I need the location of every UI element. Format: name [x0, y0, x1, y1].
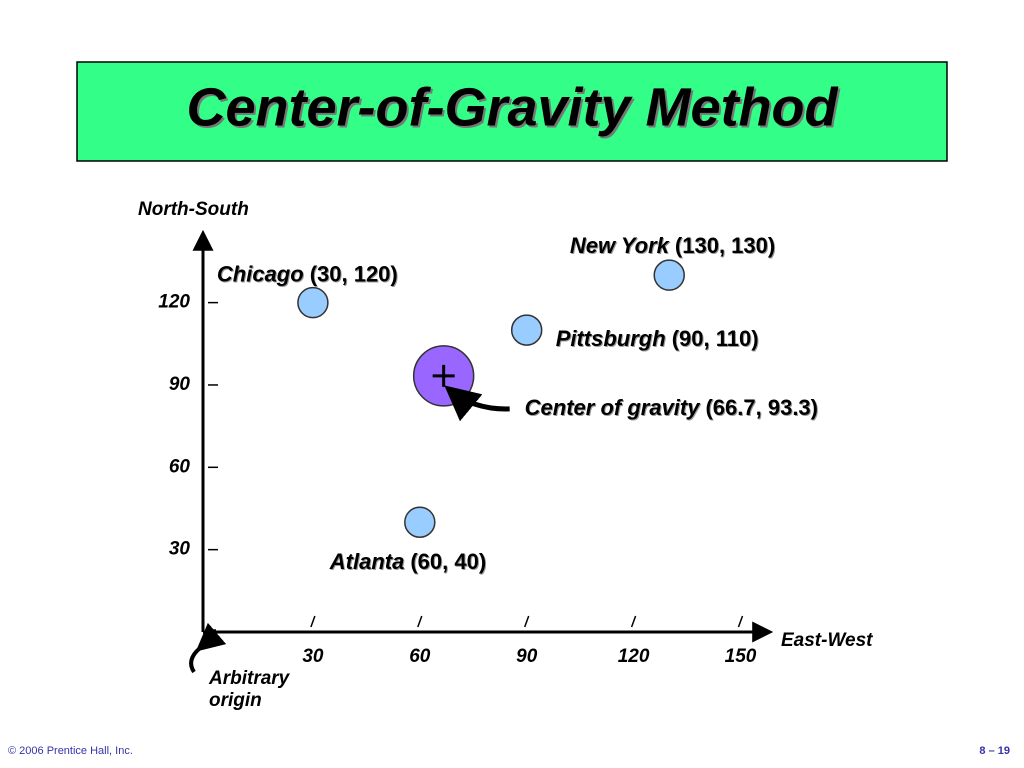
point — [404, 506, 436, 538]
x-tick-label: 30 — [302, 646, 324, 667]
point-coordinates: (30, 120) — [310, 261, 398, 286]
point-coordinates: (60, 40) — [410, 549, 486, 574]
x-tick-label: 120 — [618, 646, 650, 667]
y-tick-label: 120 — [158, 292, 190, 313]
x-tick-label: 150 — [725, 646, 757, 667]
point-label: Pittsburgh (90, 110) — [556, 326, 759, 351]
slide-title: Center-of-Gravity Method — [186, 77, 838, 137]
x-tick-label: 60 — [409, 646, 431, 667]
point-name: Pittsburgh — [556, 326, 666, 351]
x-tick — [417, 615, 423, 628]
origin-arrow — [189, 622, 227, 674]
y-axis-label: North-South — [138, 199, 249, 220]
title-box — [76, 61, 948, 162]
origin-annotation: Arbitrary origin — [209, 668, 290, 711]
y-tick-label: 60 — [169, 456, 191, 477]
footer-copyright: © 2006 Prentice Hall, Inc. — [8, 745, 133, 757]
y-tick-label: 30 — [169, 539, 191, 560]
point-label: New York (130, 130) — [570, 233, 775, 258]
point — [297, 286, 329, 319]
point-label: Chicago (30, 120) — [217, 261, 398, 286]
point-name: Atlanta — [329, 549, 405, 574]
point-name: Chicago — [217, 261, 304, 286]
point — [510, 314, 543, 346]
centroid-arrow — [444, 385, 510, 422]
x-axis-label: East-West — [781, 630, 873, 651]
x-tick-label: 90 — [516, 646, 538, 667]
x-tick — [310, 615, 316, 628]
centroid-cross — [432, 364, 455, 387]
point-name: Center of gravity — [525, 395, 702, 420]
x-tick — [523, 615, 530, 628]
point-label: Center of gravity (66.7, 93.3) — [525, 395, 818, 420]
point-coordinates: (90, 110) — [672, 326, 759, 351]
point-coordinates: (66.7, 93.3) — [705, 395, 818, 420]
x-tick — [737, 615, 744, 628]
x-tick — [630, 615, 637, 628]
point-name: New York — [570, 233, 671, 258]
footer-page: 8 – 19 — [979, 745, 1010, 757]
y-tick-label: 90 — [169, 374, 191, 395]
point-label: Atlanta (60, 40) — [329, 549, 486, 574]
point — [653, 259, 685, 291]
point-coordinates: (130, 130) — [675, 233, 775, 258]
